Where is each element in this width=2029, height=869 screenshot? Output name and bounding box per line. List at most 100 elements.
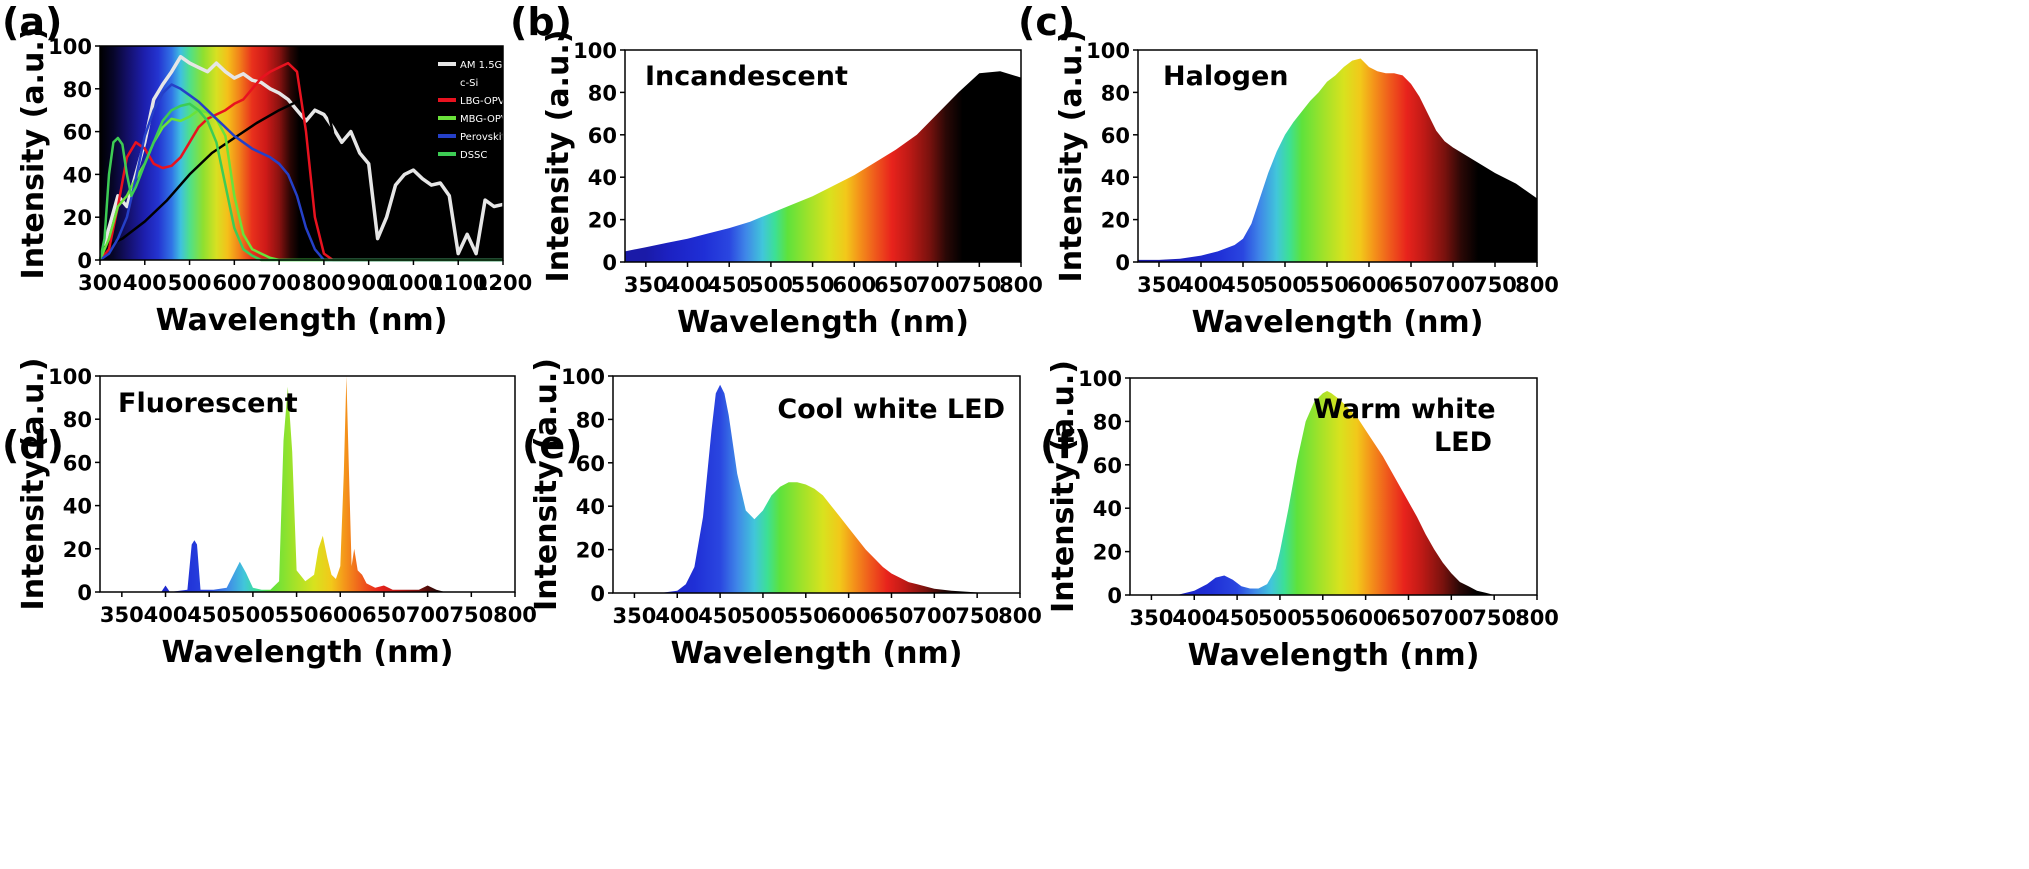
panel-a-xtick-label: 500 [168,271,212,295]
panel-b: (b) 0 20 40 60 80 100 350400450500550600650700… [510,0,1043,340]
panel-e: (e) 0 20 40 60 80 100 350400450500550600650700… [522,358,1042,671]
panel-a-ytick-label: 100 [48,35,92,59]
panel-d-frame [99,375,516,593]
panel-e-xtick-label: 350 [612,604,656,628]
panel-b-axes: 0 20 40 60 80 100 3504004505005506006507007508… [573,39,1043,297]
panel-c-ytick-label: 40 [1101,166,1130,190]
panel-b-xtick-label: 400 [666,273,710,297]
panel-b-xtick-label: 600 [832,273,876,297]
panel-f-ytick-label: 100 [1078,367,1122,391]
panel-a-ytick-label: 40 [63,163,92,187]
panel-d-xtick-label: 750 [449,603,493,627]
panel-a-series-c-si [99,93,503,262]
panel-f-xtick-label: 450 [1215,606,1259,630]
panel-c-xtick-label: 800 [1515,273,1559,297]
panel-e-ylabel: Intensity (a.u.) [529,358,564,611]
panel-f-ytick-label: 0 [1107,584,1122,608]
panel-f-ytick-label: 80 [1093,410,1122,434]
panel-c-xtick-label: 350 [1137,273,1181,297]
panel-c-ytick-label: 20 [1101,209,1130,233]
panel-d-ytick-label: 60 [63,451,92,475]
panel-d-ytick-label: 40 [63,495,92,519]
panel-c-spectrum-area [1138,58,1537,262]
panel-e-xtick-label: 450 [698,604,742,628]
panel-f-title-line1: Warm white [1313,394,1496,425]
panel-d-letter: (d) [2,423,64,467]
legend-label-perovskite: Perovskite [460,132,512,143]
panel-e-xtick-label: 550 [784,604,828,628]
panel-e-letter: (e) [522,423,583,467]
panel-c-ylabel: Intensity (a.u.) [1054,30,1089,283]
panel-e-ytick-label: 0 [590,582,605,606]
panel-d-axes: 0 20 40 60 80 100 350 400 450 500 550 600 650 700 750 8… [48,365,537,627]
panel-a-plot [98,54,504,262]
panel-c-ytick-label: 0 [1115,251,1130,275]
panel-f-xlabel: Wavelength (nm) [1188,638,1480,673]
legend-label-c-si: c-Si [460,78,478,89]
panel-f-ylabel: Intensity (a.u.) [1046,360,1081,613]
panel-e-xtick-label: 800 [998,604,1042,628]
panel-d-ytick-label: 100 [48,365,92,389]
panel-a-xtick-label: 400 [123,271,167,295]
panel-c-title: Halogen [1163,61,1288,92]
panel-a-xtick-label: 1100 [429,271,487,295]
panel-e-axes: 0 20 40 60 80 100 3504004505005506006507007508… [561,365,1042,628]
panel-f-ytick-label: 20 [1093,541,1122,565]
panel-e-xtick-label: 400 [655,604,699,628]
panel-c-axes: 0 20 40 60 80 100 3504004505005506006507007508… [1086,39,1559,297]
panel-e-xtick-label: 700 [912,604,956,628]
panel-b-xtick-label: 650 [874,273,918,297]
panel-a-xlabel: Wavelength (nm) [156,303,448,338]
panel-a-plot-area [100,46,503,260]
panel-e-xtick-label: 600 [827,604,871,628]
panel-d-xtick-label: 500 [231,603,275,627]
panel-d-ytick-label: 0 [77,581,92,605]
panel-b-ylabel: Intensity (a.u.) [541,30,576,283]
panel-b-ytick-label: 60 [588,124,617,148]
panel-b-plot [625,71,1021,262]
panel-c-ytick-label: 100 [1086,39,1130,63]
panel-d-ylabel: Intensity (a.u.) [16,358,51,611]
panel-f-title-line2: LED [1434,427,1492,458]
panel-f-xtick-label: 700 [1429,606,1473,630]
panel-d-xtick-label: 400 [144,603,188,627]
panel-a-xtick-label: 700 [257,271,301,295]
panel-c-xtick-label: 650 [1389,273,1433,297]
panel-e-ytick-label: 100 [561,365,605,389]
panel-a-axes: 0 20 40 60 80 100 300 400 500 600 700 800 9001000110… [48,35,532,295]
panel-f-xtick-label: 400 [1172,606,1216,630]
panel-e-xlabel: Wavelength (nm) [671,636,963,671]
panel-a: (a) AM 1.5G c-Si LBG-OPV MBG-OPV Perovskite D… [2,0,532,338]
panel-d-xtick-label: 550 [275,603,319,627]
panel-a-xtick-label: 800 [302,271,346,295]
panel-a-letter: (a) [2,0,62,44]
panel-d-xtick-label: 800 [493,603,537,627]
panel-c-xtick-label: 600 [1347,273,1391,297]
panel-c-xtick-label: 550 [1305,273,1349,297]
panel-b-xlabel: Wavelength (nm) [677,305,969,340]
panel-f-frame [1129,377,1538,596]
panel-f-title: Warm white LED [1313,394,1505,458]
panel-e-frame [612,375,1021,594]
panel-b-xtick-label: 500 [749,273,793,297]
panel-e-ytick-label: 20 [576,539,605,563]
panel-a-series-am-1-5g [98,54,504,261]
panel-f-axes: 0 20 40 60 80 100 3504004505005506006507007508… [1078,367,1559,630]
panel-a-xtick-label: 1200 [474,271,532,295]
panel-d-xtick-label: 700 [406,603,450,627]
panel-c-xtick-label: 700 [1431,273,1475,297]
panel-b-ytick-label: 100 [573,39,617,63]
panel-f-xtick-label: 650 [1387,606,1431,630]
panel-c-plot [1138,58,1537,262]
panel-b-ytick-label: 80 [588,81,617,105]
panel-a-ytick-label: 0 [77,249,92,273]
panel-a-xtick-label: 600 [212,271,256,295]
panel-b-title: Incandescent [645,61,848,92]
panel-b-xtick-label: 550 [791,273,835,297]
panel-c-ytick-label: 60 [1101,124,1130,148]
panel-b-xtick-label: 450 [707,273,751,297]
panel-b-ytick-label: 20 [588,209,617,233]
panel-e-xtick-label: 650 [870,604,914,628]
